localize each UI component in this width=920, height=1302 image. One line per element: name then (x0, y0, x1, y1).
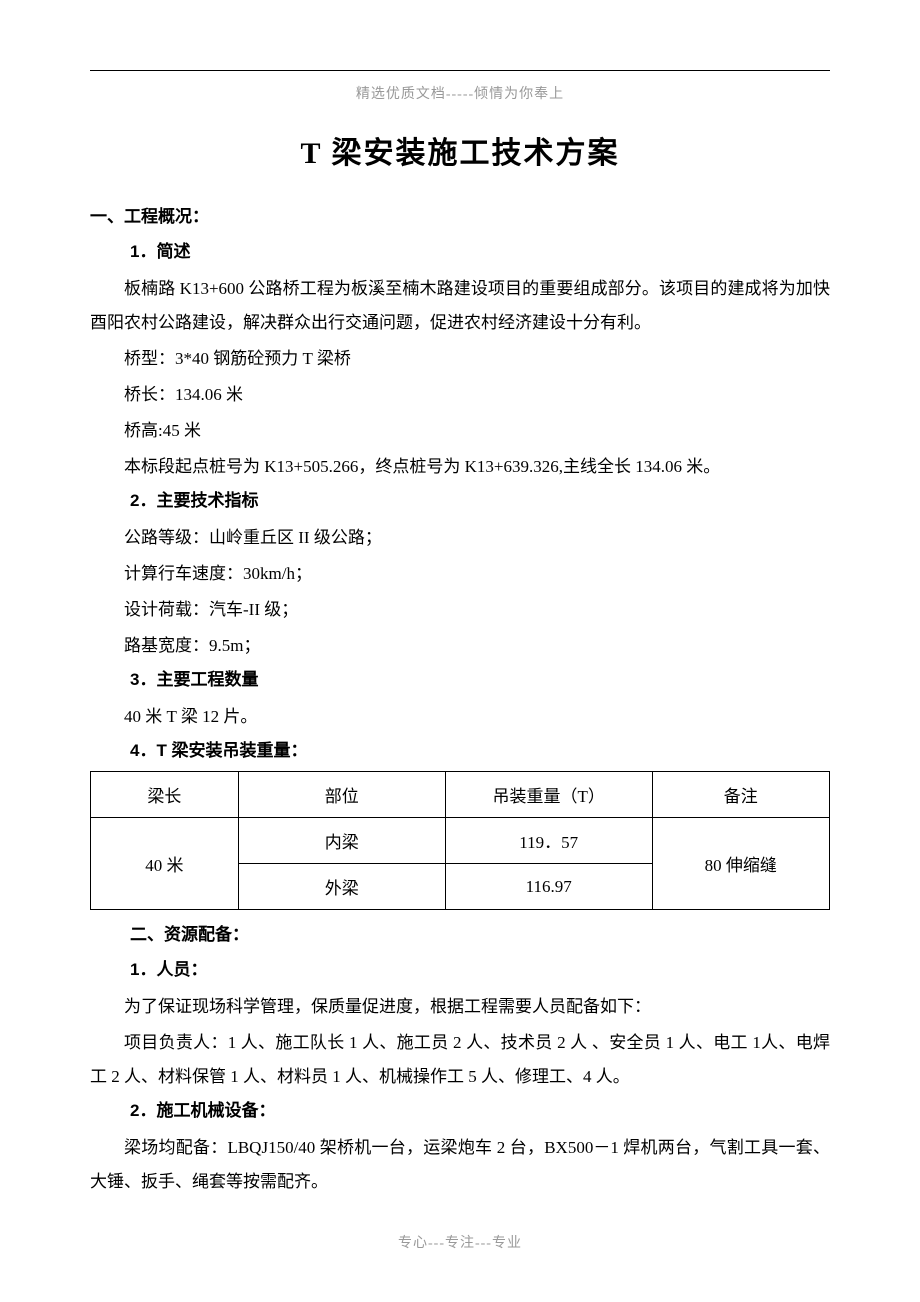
td-weight-inner: 119．57 (445, 818, 652, 864)
para-bridge-type: 桥型：3*40 钢筋砼预力 T 梁桥 (90, 342, 830, 376)
td-part-outer: 外梁 (238, 864, 445, 910)
para-stake-number: 本标段起点桩号为 K13+505.266，终点桩号为 K13+639.326,主… (90, 450, 830, 484)
para-personnel-list: 项目负责人：1 人、施工队长 1 人、施工员 2 人、技术员 2 人 、安全员 … (90, 1026, 830, 1094)
td-part-inner: 内梁 (238, 818, 445, 864)
para-road-grade: 公路等级：山岭重丘区 II 级公路； (90, 521, 830, 555)
para-bridge-height: 桥高:45 米 (90, 414, 830, 448)
document-title: T 梁安装施工技术方案 (90, 128, 830, 172)
section-1-2-heading: 2．主要技术指标 (130, 486, 830, 511)
th-weight: 吊装重量（T） (445, 772, 652, 818)
para-roadbed-width: 路基宽度：9.5m； (90, 629, 830, 663)
section-2-2-heading: 2．施工机械设备： (130, 1096, 830, 1121)
table-header-row: 梁长 部位 吊装重量（T） 备注 (91, 772, 830, 818)
page-header: 精选优质文档-----倾情为你奉上 (90, 83, 830, 103)
th-part: 部位 (238, 772, 445, 818)
para-speed: 计算行车速度：30km/h； (90, 557, 830, 591)
section-2-1-heading: 1．人员： (130, 955, 830, 980)
page-footer: 专心---专注---专业 (0, 1232, 920, 1252)
para-1-1-1: 板楠路 K13+600 公路桥工程为板溪至楠木路建设项目的重要组成部分。该项目的… (90, 272, 830, 340)
lifting-weight-table: 梁长 部位 吊装重量（T） 备注 40 米 内梁 119．57 80 伸缩缝 外… (90, 771, 830, 910)
section-1-3-heading: 3．主要工程数量 (130, 665, 830, 690)
section-2-heading: 二、资源配备： (130, 920, 830, 945)
para-load: 设计荷载：汽车-II 级； (90, 593, 830, 627)
para-quantity: 40 米 T 梁 12 片。 (90, 700, 830, 734)
th-note: 备注 (652, 772, 829, 818)
section-1-1-heading: 1．简述 (130, 237, 830, 262)
th-length: 梁长 (91, 772, 239, 818)
table-row: 40 米 内梁 119．57 80 伸缩缝 (91, 818, 830, 864)
para-personnel-intro: 为了保证现场科学管理，保质量促进度，根据工程需要人员配备如下： (90, 990, 830, 1024)
top-divider (90, 70, 830, 71)
td-weight-outer: 116.97 (445, 864, 652, 910)
td-length: 40 米 (91, 818, 239, 910)
td-note: 80 伸缩缝 (652, 818, 829, 910)
section-1-4-heading: 4．T 梁安装吊装重量： (130, 736, 830, 761)
para-equipment: 梁场均配备：LBQJ150/40 架桥机一台，运梁炮车 2 台，BX500－1 … (90, 1131, 830, 1199)
para-bridge-length: 桥长：134.06 米 (90, 378, 830, 412)
section-1-heading: 一、工程概况： (90, 202, 830, 227)
